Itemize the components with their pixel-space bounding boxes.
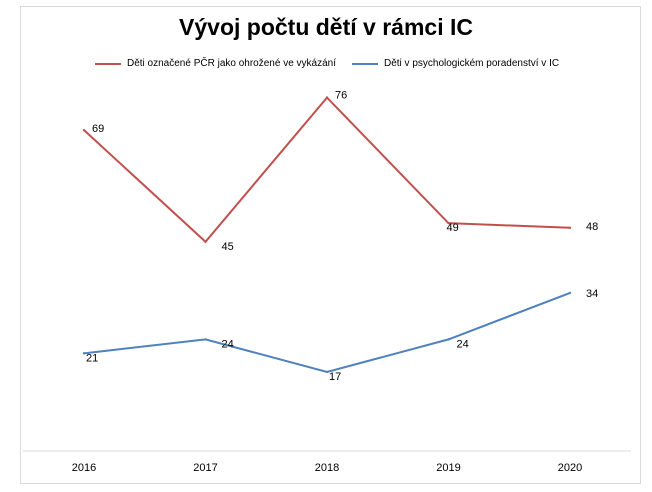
data-label: 49 xyxy=(447,222,459,234)
x-tick-label: 2019 xyxy=(436,462,460,474)
series-line-2 xyxy=(83,291,571,373)
x-tick-label: 2016 xyxy=(72,462,96,474)
data-point xyxy=(568,226,572,229)
series-line-1 xyxy=(83,96,571,244)
data-point xyxy=(447,221,450,225)
data-point xyxy=(204,240,207,243)
chart-frame xyxy=(20,6,641,484)
legend-swatch-series-1 xyxy=(95,62,121,65)
data-point xyxy=(568,291,572,295)
data-point xyxy=(204,338,207,341)
data-label: 24 xyxy=(457,338,469,350)
legend-item-series-2: Děti v psychologickém poradenství v IC xyxy=(352,58,559,69)
data-point xyxy=(325,370,329,374)
legend-label-series-2: Děti v psychologickém poradenství v IC xyxy=(384,58,560,69)
data-point xyxy=(82,128,86,132)
data-label: 21 xyxy=(86,352,98,364)
chart-title: Vývoj počtu dětí v rámci IC xyxy=(179,14,473,40)
data-label: 45 xyxy=(222,241,234,253)
chart-legend: Děti označené PČR jako ohrožené ve vykáz… xyxy=(0,58,652,72)
data-label: 69 xyxy=(92,123,104,135)
data-point xyxy=(447,338,450,341)
x-tick-label: 2020 xyxy=(558,462,582,474)
legend-swatch-series-2 xyxy=(352,62,378,65)
data-label: 76 xyxy=(335,90,347,102)
data-label: 34 xyxy=(586,288,598,300)
data-label: 48 xyxy=(586,221,598,233)
data-label: 17 xyxy=(329,371,341,383)
x-tick-label: 2017 xyxy=(193,462,217,474)
data-point xyxy=(82,352,86,355)
legend-label-series-1: Děti označené PČR jako ohrožené ve vykáz… xyxy=(127,58,337,69)
x-tick-label: 2018 xyxy=(315,462,339,474)
data-label: 24 xyxy=(222,338,234,350)
data-point xyxy=(325,96,329,99)
legend-item-series-1: Děti označené PČR jako ohrožené ve vykáz… xyxy=(95,58,336,69)
